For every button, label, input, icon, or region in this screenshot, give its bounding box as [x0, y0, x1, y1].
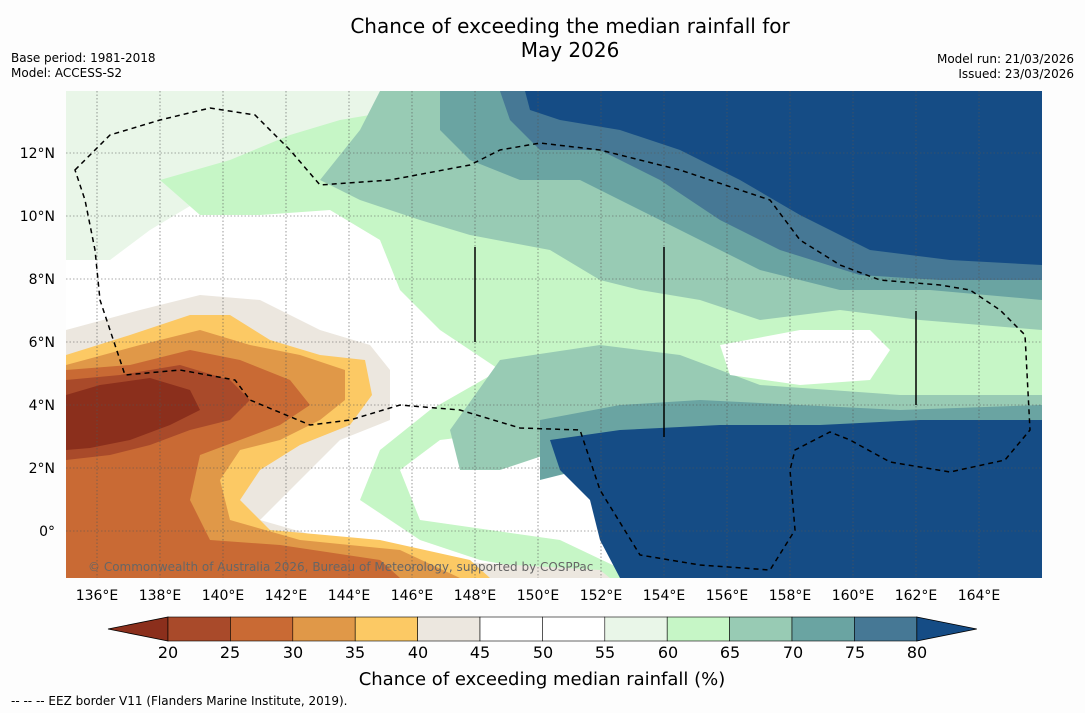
- colorbar-tick: 70: [783, 643, 803, 662]
- lon-tick: 164°E: [958, 588, 1001, 604]
- region-60-65: [160, 100, 1042, 578]
- colorbar-swatch: [354, 616, 418, 642]
- lon-tick: 150°E: [517, 588, 560, 604]
- region-over-80-south: [550, 420, 1042, 578]
- lon-tick: 140°E: [202, 588, 245, 604]
- issued-date: Issued: 23/03/2026: [958, 67, 1074, 81]
- colorbar-tick: 20: [158, 643, 178, 662]
- footnote: -- -- -- EEZ border V11 (Flanders Marine…: [11, 694, 348, 708]
- colorbar-tick: 40: [408, 643, 428, 662]
- colorbar-tick: 60: [658, 643, 678, 662]
- eez-border: [74, 107, 1031, 571]
- meta-left: Base period: 1981-2018 Model: ACCESS-S2: [11, 51, 156, 81]
- colorbar-tick: 80: [907, 643, 927, 662]
- region-50-55-center: [720, 330, 890, 385]
- lon-tick: 138°E: [139, 588, 182, 604]
- lon-tick: 144°E: [328, 588, 371, 604]
- model-name: Model: ACCESS-S2: [11, 66, 123, 80]
- colorbar-tick: 25: [220, 643, 240, 662]
- lat-tick: 8°N: [29, 272, 55, 288]
- lat-tick: 10°N: [20, 209, 55, 225]
- lon-tick: 142°E: [265, 588, 308, 604]
- colorbar-swatch: [292, 616, 356, 642]
- colorbar-tick: 45: [470, 643, 490, 662]
- map-title: Chance of exceeding the median rainfall …: [0, 14, 1085, 62]
- lon-tick: 136°E: [76, 588, 119, 604]
- copyright-text: © Commonwealth of Australia 2026, Bureau…: [88, 560, 593, 574]
- model-run: Model run: 21/03/2026: [936, 52, 1074, 66]
- colorbar-title: Chance of exceeding median rainfall (%): [359, 669, 726, 690]
- lon-ticks: 136°E 138°E 140°E 142°E 144°E 146°E 148°…: [76, 588, 1001, 604]
- colorbar-tick: 55: [595, 643, 615, 662]
- lon-tick: 154°E: [643, 588, 686, 604]
- lat-tick: 2°N: [29, 461, 55, 477]
- region-20-25: [66, 378, 200, 450]
- colorbar-tick: 75: [845, 643, 865, 662]
- colorbar-swatch: [479, 616, 543, 642]
- colorbar-tick: 35: [345, 643, 365, 662]
- lon-tick: 160°E: [832, 588, 875, 604]
- colorbar-swatch: [417, 616, 481, 642]
- lon-tick: 152°E: [580, 588, 623, 604]
- colorbar-swatch: [230, 616, 294, 642]
- lat-tick: 0°: [39, 524, 55, 540]
- colorbar: [107, 616, 977, 642]
- lon-tick: 148°E: [454, 588, 497, 604]
- title-line-1: Chance of exceeding the median rainfall …: [350, 14, 790, 38]
- graticule: [66, 91, 1042, 578]
- colorbar-swatch: [854, 616, 918, 642]
- colorbar-swatch: [542, 616, 606, 642]
- base-period: Base period: 1981-2018: [11, 51, 156, 65]
- colorbar-swatch: [604, 616, 668, 642]
- title-line-2: May 2026: [520, 38, 620, 62]
- lon-tick: 146°E: [391, 588, 434, 604]
- colorbar-extend-low: [107, 616, 169, 642]
- lat-ticks: 12°N 10°N 8°N 6°N 4°N 2°N 0°: [20, 146, 55, 540]
- colorbar-swatch: [666, 616, 730, 642]
- colorbar-tick: 65: [720, 643, 740, 662]
- colorbar-tick: 30: [283, 643, 303, 662]
- colorbar-swatch: [729, 616, 793, 642]
- lat-tick: 12°N: [20, 146, 55, 162]
- region-over-80-north: [525, 91, 1042, 265]
- colorbar-swatch: [791, 616, 855, 642]
- lon-tick: 158°E: [769, 588, 812, 604]
- colorbar-swatch: [167, 616, 231, 642]
- colorbar-extend-high: [916, 616, 977, 642]
- lon-tick: 162°E: [895, 588, 938, 604]
- meta-right: Model run: 21/03/2026 Issued: 23/03/2026: [937, 52, 1074, 82]
- colorbar-tick: 50: [533, 643, 553, 662]
- map-area[interactable]: © Commonwealth of Australia 2026, Bureau…: [66, 91, 1042, 578]
- colorbar-ticks: 20 25 30 35 40 45 50 55 60 65 70 75 80: [158, 643, 927, 662]
- lat-tick: 6°N: [29, 335, 55, 351]
- lat-tick: 4°N: [29, 398, 55, 414]
- lon-tick: 156°E: [706, 588, 749, 604]
